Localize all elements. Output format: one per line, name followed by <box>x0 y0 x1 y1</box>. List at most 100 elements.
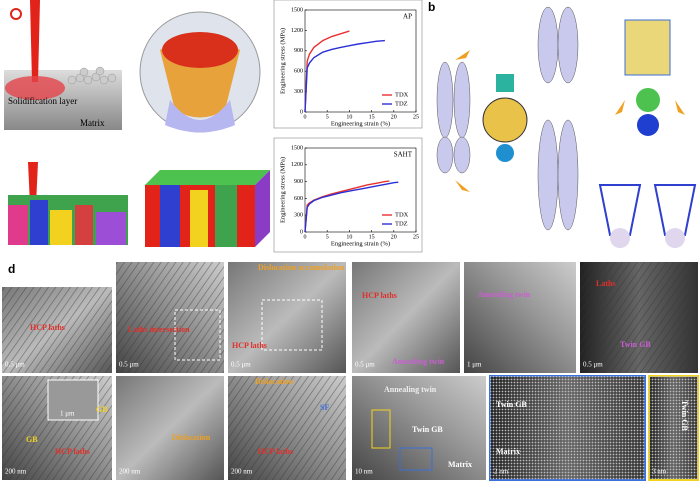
y-tick-label: 600 <box>294 69 303 75</box>
tem-image <box>116 376 224 480</box>
chart-frame <box>273 137 423 253</box>
grain <box>637 114 659 136</box>
x-tick-label: 15 <box>369 234 375 240</box>
annotation: Laths <box>596 279 616 288</box>
series-line <box>304 39 385 113</box>
panel-label: d <box>8 262 15 276</box>
legend-label: TDX <box>395 91 409 98</box>
series-line <box>304 181 399 233</box>
annotation: Dislocation <box>172 433 211 442</box>
panel-label: b <box>428 0 435 14</box>
y-tick-label: 0 <box>300 109 303 115</box>
y-tick-label: 300 <box>294 89 303 95</box>
tem-image <box>464 262 576 373</box>
x-tick-label: 20 <box>391 234 397 240</box>
panel-b: b <box>428 0 697 248</box>
y-axis-label: Engineering stress (MPa) <box>279 28 286 94</box>
annotation: HCP laths <box>362 291 397 300</box>
annotation: Annealing twin <box>392 357 445 366</box>
icon <box>10 8 22 20</box>
annotation: SF <box>320 403 329 412</box>
x-tick-label: 0 <box>304 234 307 240</box>
laths <box>228 376 346 480</box>
tem-image <box>228 262 346 373</box>
panel-d: d HCP laths 0.5 μm Laths intersection 0.… <box>2 262 346 480</box>
legend-label: TDZ <box>395 100 408 107</box>
annotation: Twin GB <box>496 400 527 409</box>
y-axis-label: Engineering stress (MPa) <box>279 157 286 223</box>
annotation: HCP laths <box>232 341 267 350</box>
grain <box>636 88 660 112</box>
annotation: Twin GB <box>680 400 689 431</box>
cube-top <box>145 170 270 185</box>
y-tick-label: 900 <box>294 48 303 54</box>
grain-zoom <box>496 144 514 162</box>
chart-title: AP <box>403 13 412 21</box>
grain-zoom <box>482 97 528 143</box>
chart-title: SAHT <box>394 151 413 159</box>
annotation: GB <box>26 435 38 444</box>
inset-box <box>371 409 391 449</box>
melt-top <box>162 32 238 68</box>
annotation: Dislocation <box>255 377 294 386</box>
grain-zoom <box>496 74 514 92</box>
grain <box>665 228 685 248</box>
scale-bar: 1 μm <box>467 361 482 369</box>
series-line <box>304 180 390 233</box>
annotation: Matrix <box>496 447 520 456</box>
chart-frame <box>273 0 423 129</box>
grain <box>75 205 93 245</box>
tem-image <box>352 262 460 373</box>
scale-bar: 3 nm <box>652 468 667 476</box>
scale-bar: 1 μm <box>60 410 75 418</box>
y-tick-label: 900 <box>294 179 303 185</box>
y-tick-label: 1200 <box>291 162 303 168</box>
y-tick-label: 1500 <box>291 145 303 151</box>
annotation: Twin GB <box>620 340 651 349</box>
annotation: Dislocation accumulation <box>258 263 345 272</box>
series-line <box>304 30 350 113</box>
grain <box>160 185 180 247</box>
grain <box>30 200 48 245</box>
scale-bar: 200 nm <box>231 468 253 476</box>
inset <box>47 379 99 421</box>
laser <box>30 0 40 82</box>
annotation: Annealing twin <box>478 290 531 299</box>
label: Matrix <box>80 118 105 128</box>
scale-bar: 0.5 μm <box>231 361 251 369</box>
x-tick-label: 0 <box>304 114 307 120</box>
scale-bar: 200 nm <box>119 468 141 476</box>
panel-a: Solidification layer Matrix <box>4 0 270 247</box>
x-tick-label: 10 <box>346 234 352 240</box>
scale-bar: 200 nm <box>5 468 27 476</box>
inset-box <box>174 309 221 361</box>
legend-label: TDZ <box>395 220 408 227</box>
plot-frame <box>304 9 417 113</box>
plot-frame <box>304 147 417 233</box>
inset-box <box>261 299 323 351</box>
scale-bar: 0.5 μm <box>583 361 603 369</box>
x-axis-label: Engineering strain (%) <box>331 240 390 247</box>
annotation: HCP laths <box>30 323 65 332</box>
x-tick-label: 5 <box>326 114 329 120</box>
hrtem-image <box>352 376 486 480</box>
annotation: Annealing twin <box>384 385 437 394</box>
grain <box>190 190 208 247</box>
cube-side <box>255 170 270 247</box>
x-tick-label: 10 <box>346 114 352 120</box>
annotation: GB <box>96 405 108 414</box>
x-axis-label: Engineering strain (%) <box>331 120 390 127</box>
laser <box>28 162 38 205</box>
powder <box>67 66 117 85</box>
x-tick-label: 25 <box>413 234 419 240</box>
scale-bar: 0.5 μm <box>355 361 375 369</box>
panel-e: e HCP laths Annealing twin 0.5 μm Anneal… <box>352 262 699 481</box>
melt-pool <box>5 76 65 100</box>
x-tick-label: 15 <box>369 114 375 120</box>
x-tick-label: 5 <box>326 234 329 240</box>
y-tick-label: 0 <box>300 229 303 235</box>
annotation: Laths intersection <box>128 325 190 334</box>
arrows <box>455 50 685 192</box>
annotation: Matrix <box>448 460 472 469</box>
